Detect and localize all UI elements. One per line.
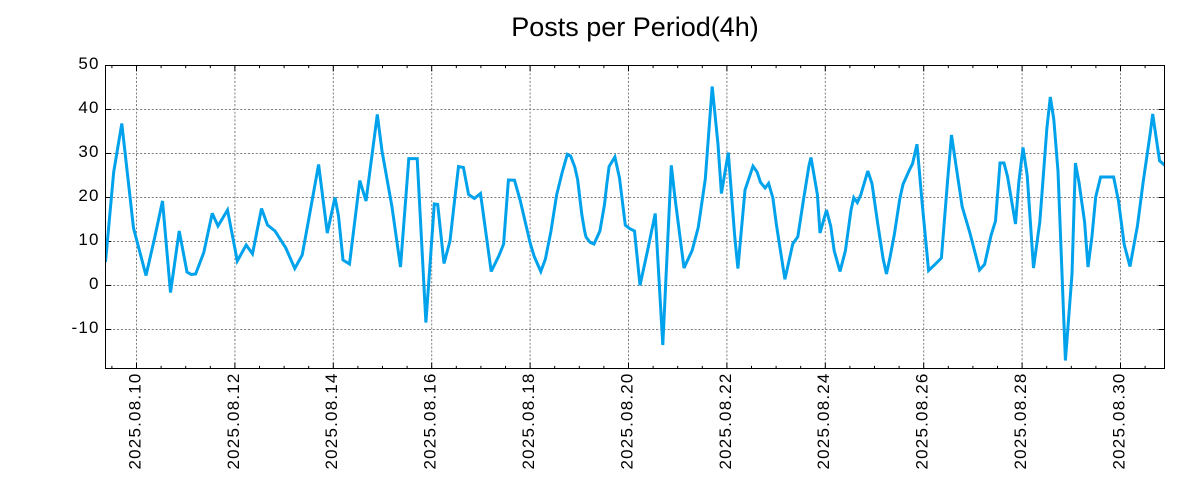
svg-text:2025.08.20: 2025.08.20 bbox=[617, 372, 636, 469]
svg-text:50: 50 bbox=[78, 54, 99, 73]
svg-text:2025.08.16: 2025.08.16 bbox=[421, 372, 440, 469]
svg-text:2025.08.24: 2025.08.24 bbox=[814, 372, 833, 469]
svg-text:2025.08.22: 2025.08.22 bbox=[716, 372, 735, 469]
svg-text:40: 40 bbox=[78, 98, 99, 117]
svg-text:2025.08.18: 2025.08.18 bbox=[519, 372, 538, 469]
svg-text:2025.08.14: 2025.08.14 bbox=[322, 372, 341, 469]
svg-text:0: 0 bbox=[89, 274, 100, 293]
svg-text:2025.08.28: 2025.08.28 bbox=[1011, 372, 1030, 469]
svg-text:2025.08.12: 2025.08.12 bbox=[224, 372, 243, 469]
svg-text:2025.08.26: 2025.08.26 bbox=[913, 372, 932, 469]
svg-text:20: 20 bbox=[78, 186, 99, 205]
svg-text:30: 30 bbox=[78, 142, 99, 161]
svg-text:Posts per Period(4h): Posts per Period(4h) bbox=[511, 12, 759, 42]
svg-text:-10: -10 bbox=[72, 318, 100, 337]
svg-text:10: 10 bbox=[78, 230, 99, 249]
svg-text:2025.08.10: 2025.08.10 bbox=[125, 372, 144, 469]
svg-text:2025.08.30: 2025.08.30 bbox=[1109, 372, 1128, 469]
